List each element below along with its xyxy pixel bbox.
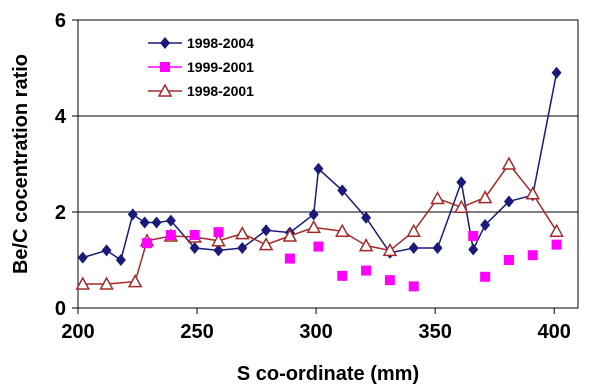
data-point — [75, 276, 91, 290]
legend: 1998-2004 1999-2001 1998-2001 — [148, 35, 254, 99]
legend-item: 1999-2001 — [148, 59, 254, 75]
data-point — [142, 238, 153, 249]
data-point — [361, 211, 372, 224]
data-point — [139, 216, 150, 229]
data-point — [406, 223, 421, 237]
y-tick-label: 4 — [55, 106, 67, 128]
grid — [78, 115, 578, 213]
data-point — [382, 242, 398, 257]
data-point — [335, 223, 350, 237]
data-point — [261, 224, 272, 237]
x-tick-label: 300 — [299, 321, 332, 343]
data-point — [313, 162, 324, 175]
legend-label: 1998-2001 — [187, 83, 254, 99]
data-point — [151, 216, 162, 229]
legend-marker — [160, 37, 170, 49]
legend-label: 1999-2001 — [187, 59, 254, 75]
data-point — [213, 244, 224, 257]
data-point — [501, 156, 517, 170]
data-point — [454, 199, 469, 213]
data-point — [549, 223, 564, 237]
data-point — [480, 271, 491, 282]
series-1999-2001 — [142, 227, 562, 292]
data-point — [430, 190, 445, 205]
x-axis-ticks: 200 250 300 350 400 — [61, 308, 571, 343]
data-point — [551, 66, 562, 79]
data-point — [337, 270, 348, 281]
data-point — [384, 275, 395, 286]
data-point — [313, 241, 324, 252]
data-point — [477, 190, 493, 204]
legend-label: 1998-2004 — [187, 35, 254, 51]
y-axis-ticks: 0 2 4 6 — [55, 10, 78, 320]
data-point — [237, 242, 248, 254]
data-point — [99, 276, 114, 290]
data-point — [282, 228, 298, 242]
data-point — [127, 274, 143, 288]
data-point — [408, 242, 419, 254]
series-1998-2004 — [77, 66, 562, 266]
data-point — [213, 227, 224, 238]
data-point — [189, 242, 200, 254]
x-tick-label: 200 — [61, 321, 94, 343]
plot-area-frame — [77, 19, 579, 309]
data-point — [503, 255, 514, 265]
x-axis-label: S co-ordinate (mm) — [237, 363, 419, 385]
y-tick-label: 2 — [55, 202, 66, 224]
series-layer — [75, 66, 564, 292]
x-tick-label: 250 — [180, 321, 213, 343]
data-point — [308, 208, 319, 221]
y-axis-label: Be/C cocentration ratio — [10, 54, 32, 274]
y-tick-label: 0 — [55, 298, 66, 320]
data-point — [189, 230, 200, 241]
data-point — [284, 253, 295, 264]
data-point — [101, 244, 112, 257]
data-point — [306, 219, 321, 234]
data-point — [358, 238, 374, 252]
y-tick-label: 6 — [55, 10, 66, 32]
legend-marker — [157, 83, 173, 97]
data-point — [468, 231, 479, 241]
legend-item: 1998-2004 — [148, 35, 254, 51]
data-point — [77, 251, 88, 264]
data-point — [115, 254, 126, 266]
data-point — [211, 233, 226, 247]
data-point — [527, 250, 538, 261]
data-point — [165, 230, 176, 241]
data-point — [361, 265, 372, 276]
x-tick-label: 350 — [418, 321, 451, 343]
data-point — [503, 195, 514, 208]
data-point — [432, 242, 443, 254]
legend-marker — [160, 62, 170, 72]
data-point — [258, 237, 274, 251]
data-point — [525, 186, 541, 200]
data-point — [456, 176, 467, 189]
x-tick-label: 400 — [538, 321, 571, 343]
data-point — [337, 184, 348, 197]
data-point — [235, 226, 250, 240]
data-point — [408, 281, 419, 292]
data-point — [127, 208, 138, 221]
data-point — [480, 218, 491, 231]
data-point — [165, 214, 176, 227]
legend-item: 1998-2001 — [148, 83, 254, 99]
data-point — [468, 243, 479, 256]
series-1998-2001 — [75, 156, 564, 290]
data-point — [551, 239, 562, 250]
